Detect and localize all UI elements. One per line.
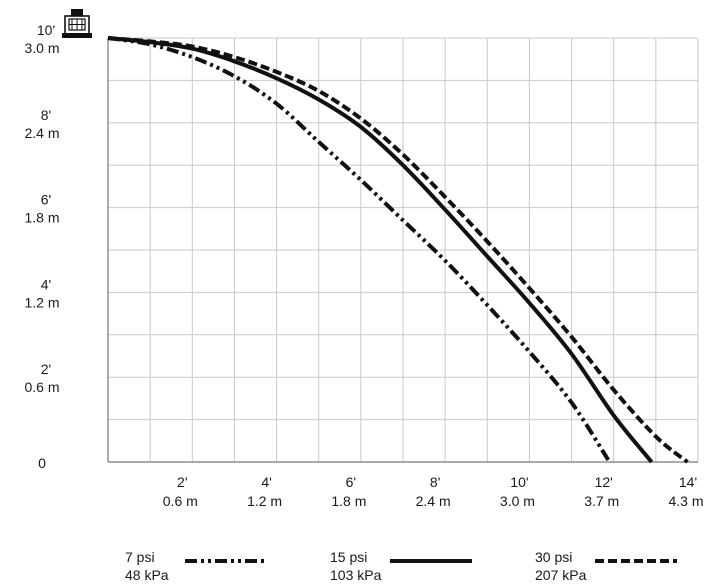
y-tick-label-m: 1.2 m	[24, 294, 59, 310]
y-tick-label-ft: 0	[38, 455, 46, 471]
x-tick-label-m: 4.3 m	[668, 493, 703, 509]
y-tick-label-m: 0.6 m	[24, 379, 59, 395]
x-tick-label-ft: 6'	[346, 474, 356, 490]
x-tick-label-ft: 14'	[679, 474, 697, 490]
y-tick-label-m: 3.0 m	[24, 40, 59, 56]
x-tick-label-ft: 2'	[177, 474, 187, 490]
y-tick-label-ft: 4'	[41, 276, 51, 292]
y-tick-label-ft: 10'	[37, 22, 55, 38]
chart-legend: 7 psi 48 kPa 15 psi 103 kPa 30 psi 207 kPa	[125, 549, 677, 583]
y-tick-label-m: 1.8 m	[24, 210, 59, 226]
series-line-15-psi	[107, 36, 654, 464]
x-tick-label-ft: 8'	[430, 474, 440, 490]
legend-label-kpa: 48 kPa	[125, 567, 169, 583]
x-tick-label-m: 1.2 m	[247, 493, 282, 509]
y-tick-label-ft: 6'	[41, 192, 51, 208]
legend-label-kpa: 103 kPa	[330, 567, 382, 583]
chart-axes	[107, 38, 698, 463]
x-tick-label-m: 2.4 m	[416, 493, 451, 509]
legend-label-kpa: 207 kPa	[535, 567, 587, 583]
x-tick-label-ft: 10'	[510, 474, 528, 490]
series-line-7-psi	[107, 36, 612, 464]
y-tick-labels: 10' 3.0 m 8' 2.4 m 6' 1.8 m 4' 1.2 m 2' 0.6 m 0	[24, 22, 59, 471]
sprinkler-nozzle-icon	[62, 9, 92, 38]
y-tick-label-ft: 2'	[41, 361, 51, 377]
x-tick-label-ft: 12'	[595, 474, 613, 490]
chart-series	[107, 36, 689, 464]
x-tick-label-m: 3.0 m	[500, 493, 535, 509]
x-tick-labels: 2' 0.6 m 4' 1.2 m 6' 1.8 m 8' 2.4 m 10' 3.0 m 12' 3…	[163, 474, 704, 509]
x-tick-label-m: 1.8 m	[331, 493, 366, 509]
x-tick-label-ft: 4'	[261, 474, 271, 490]
series-line-30-psi	[107, 36, 689, 464]
y-tick-label-ft: 8'	[41, 107, 51, 123]
chart-grid	[107, 37, 699, 463]
x-tick-label-m: 0.6 m	[163, 493, 198, 509]
legend-label-psi: 15 psi	[330, 549, 367, 565]
y-tick-label-m: 2.4 m	[24, 125, 59, 141]
legend-label-psi: 7 psi	[125, 549, 155, 565]
legend-label-psi: 30 psi	[535, 549, 572, 565]
x-tick-label-m: 3.7 m	[584, 493, 619, 509]
